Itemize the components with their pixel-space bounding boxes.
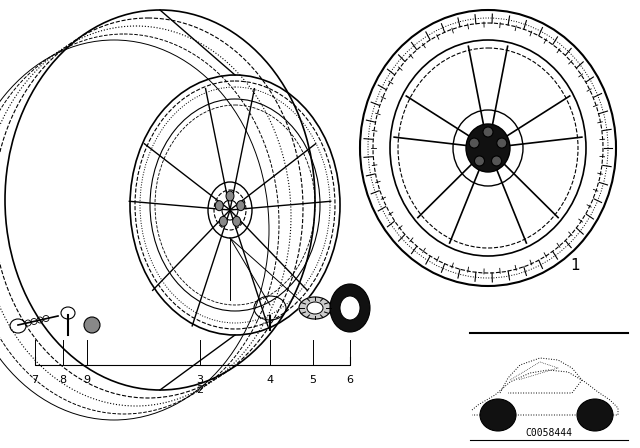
Text: 6: 6 (346, 375, 353, 385)
Ellipse shape (480, 399, 516, 431)
Text: 7: 7 (31, 375, 38, 385)
Text: C0058444: C0058444 (525, 428, 573, 438)
Ellipse shape (492, 156, 502, 166)
Text: 9: 9 (83, 375, 91, 385)
Ellipse shape (483, 127, 493, 137)
Ellipse shape (215, 201, 223, 211)
Ellipse shape (233, 216, 241, 226)
Ellipse shape (474, 156, 484, 166)
Ellipse shape (466, 124, 510, 172)
Ellipse shape (340, 296, 360, 320)
Ellipse shape (330, 284, 370, 332)
Ellipse shape (577, 399, 613, 431)
Text: 1: 1 (570, 258, 580, 272)
Text: 8: 8 (60, 375, 67, 385)
Ellipse shape (469, 138, 479, 148)
Ellipse shape (497, 138, 507, 148)
Text: 3: 3 (196, 375, 204, 385)
Ellipse shape (220, 216, 227, 226)
Text: 2: 2 (196, 385, 204, 395)
Polygon shape (299, 297, 331, 319)
Ellipse shape (226, 191, 234, 201)
Ellipse shape (237, 201, 244, 211)
Text: 4: 4 (266, 375, 273, 385)
Text: 5: 5 (310, 375, 317, 385)
Ellipse shape (84, 317, 100, 333)
Ellipse shape (307, 302, 323, 314)
